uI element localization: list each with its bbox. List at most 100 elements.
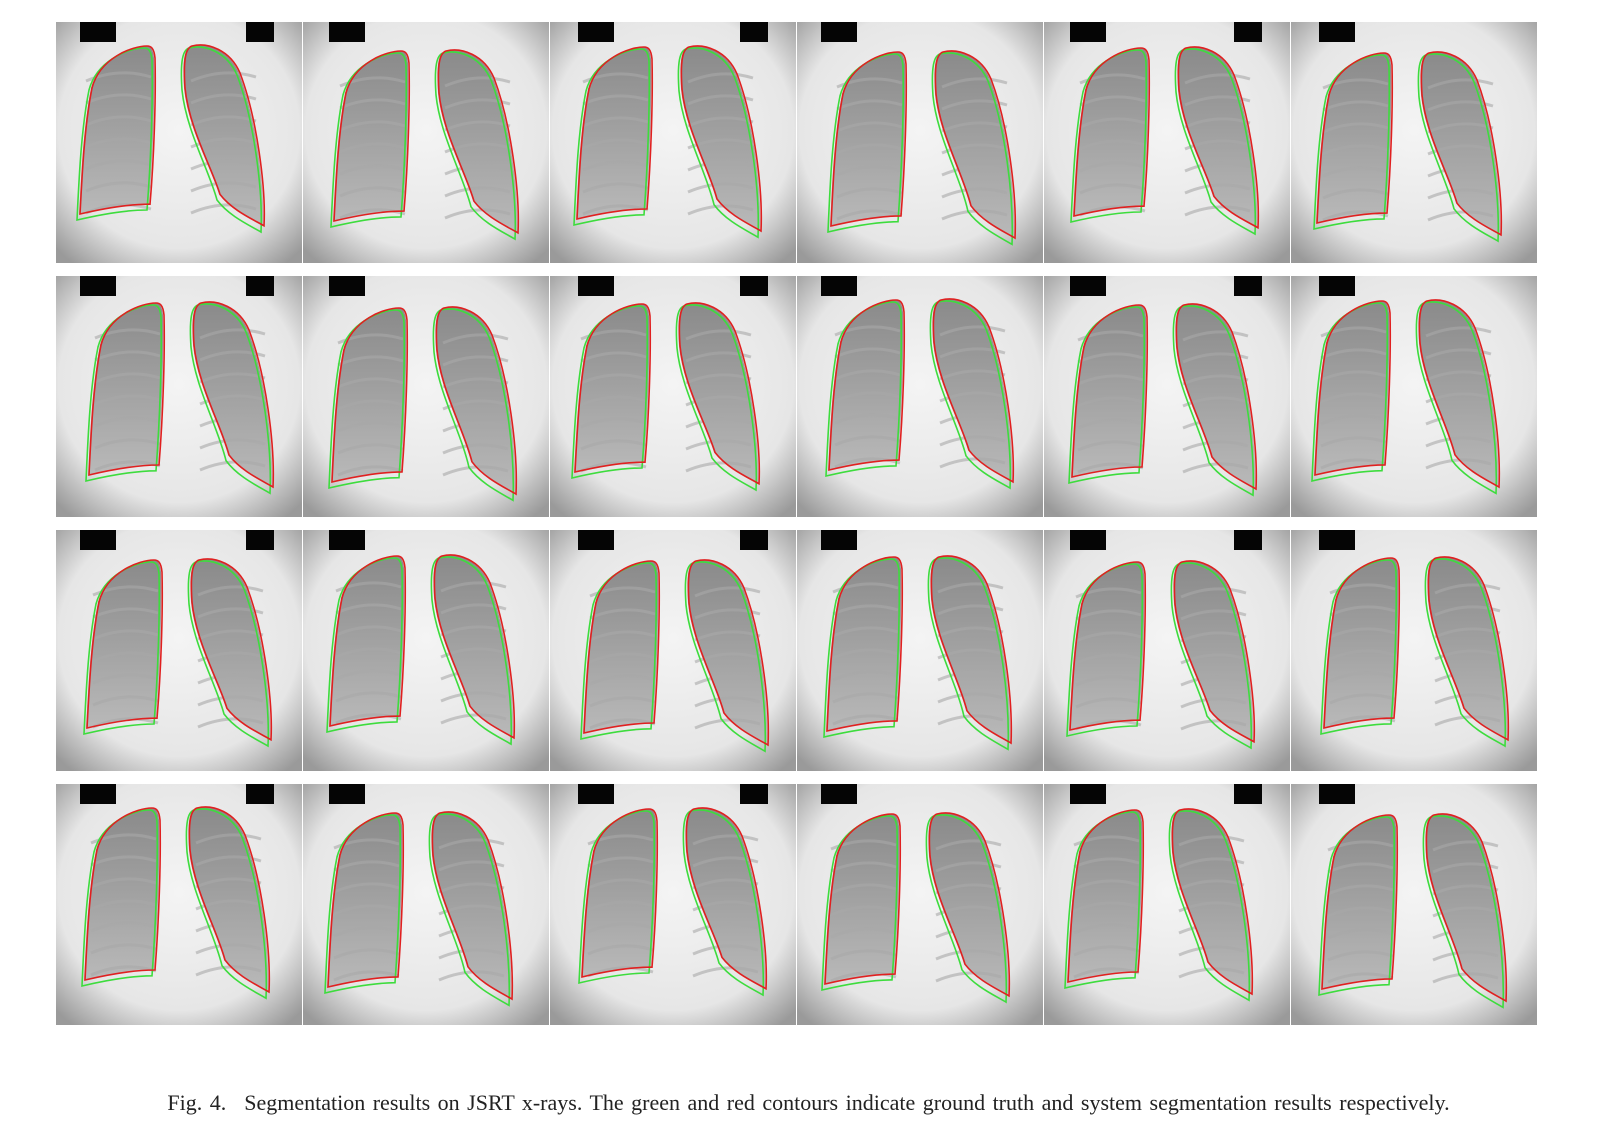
- rib-shadow: [687, 204, 754, 216]
- rib-shadow: [1077, 396, 1144, 408]
- system-contour: [1073, 47, 1151, 218]
- lung-field: [79, 46, 155, 214]
- rib-shadow: [830, 971, 897, 983]
- ground-truth-contour: [428, 813, 511, 1007]
- rib-shadow: [692, 834, 759, 846]
- system-contour: [84, 807, 162, 982]
- rib-shadow: [832, 692, 899, 704]
- xray-tile: [1291, 22, 1537, 263]
- rib-shadow: [199, 416, 266, 428]
- rib-shadow: [195, 965, 262, 977]
- film-marker: [329, 530, 365, 550]
- rib-shadow: [1320, 326, 1387, 338]
- xray-image: [550, 276, 796, 517]
- film-marker: [80, 22, 116, 42]
- system-contour: [824, 813, 902, 986]
- system-contour: [331, 307, 409, 484]
- rib-shadow: [444, 98, 511, 110]
- rib-shadow: [1182, 440, 1249, 452]
- lung-field: [437, 50, 518, 233]
- rib-shadow: [339, 186, 406, 198]
- rib-shadow: [335, 647, 402, 659]
- rib-shadow: [836, 121, 903, 133]
- rib-shadow: [197, 695, 264, 707]
- ground-truth-contour: [573, 48, 651, 227]
- rib-shadow: [1077, 374, 1144, 386]
- rib-shadow: [444, 76, 511, 88]
- ground-truth-contour: [187, 560, 270, 748]
- rib-shadow: [85, 137, 152, 149]
- ground-truth-contour: [677, 47, 760, 239]
- rib-shadow: [1329, 649, 1396, 661]
- system-contour: [1427, 556, 1510, 742]
- rib-shadow: [692, 856, 759, 868]
- system-contour: [1171, 808, 1254, 996]
- rib-shadow: [444, 186, 511, 198]
- rib-shadow: [589, 586, 656, 598]
- rib-shadow: [1329, 583, 1396, 595]
- ground-truth-contour: [578, 810, 656, 985]
- xray-image: [56, 784, 302, 1025]
- xray-image: [56, 530, 302, 771]
- rib-shadow: [1322, 144, 1389, 156]
- system-contour: [581, 808, 659, 979]
- lung-field: [678, 303, 759, 484]
- system-contour: [1175, 303, 1258, 491]
- rib-shadow: [1079, 73, 1146, 85]
- film-marker: [329, 784, 365, 804]
- ground-truth-contour: [324, 814, 402, 995]
- system-contour: [1067, 809, 1145, 984]
- ground-truth-contour: [1424, 558, 1507, 748]
- film-marker: [821, 530, 857, 550]
- rib-shadow: [939, 347, 1006, 359]
- rib-shadow: [1327, 840, 1394, 852]
- rib-shadow: [199, 438, 266, 450]
- rib-shadow: [1434, 693, 1501, 705]
- rib-shadow: [197, 585, 264, 597]
- rib-shadow: [589, 652, 656, 664]
- figure-grid: [56, 22, 1590, 1062]
- system-contour: [188, 806, 271, 994]
- system-contour: [1418, 299, 1501, 489]
- rib-shadow: [685, 439, 752, 451]
- ground-truth-contour: [189, 303, 272, 495]
- xray-image: [550, 530, 796, 771]
- rib-shadow: [935, 839, 1002, 851]
- xray-tile: [303, 784, 549, 1025]
- rib-shadow: [582, 94, 649, 106]
- rib-shadow: [935, 927, 1002, 939]
- rib-shadow: [1322, 100, 1389, 112]
- xray-tile: [797, 784, 1043, 1025]
- ground-truth-contour: [684, 561, 767, 753]
- system-contour: [431, 811, 514, 1001]
- rib-shadow: [92, 607, 159, 619]
- xray-image: [303, 530, 549, 771]
- xray-tile: [56, 784, 302, 1025]
- xray-tile: [550, 22, 796, 263]
- rib-shadow: [941, 187, 1008, 199]
- rib-shadow: [1434, 583, 1501, 595]
- system-contour: [88, 302, 166, 477]
- rib-shadow: [333, 948, 400, 960]
- caption-text: Segmentation results on JSRT x-rays. The…: [244, 1090, 1450, 1115]
- lung-field: [88, 303, 164, 475]
- rib-shadow: [438, 860, 505, 872]
- rib-shadow: [694, 674, 761, 686]
- rib-shadow: [94, 416, 161, 428]
- rib-shadow: [337, 377, 404, 389]
- rib-shadow: [1184, 183, 1251, 195]
- rib-shadow: [438, 926, 505, 938]
- rib-shadow: [830, 861, 897, 873]
- rib-shadow: [1327, 972, 1394, 984]
- system-contour: [932, 298, 1015, 484]
- ground-truth-contour: [929, 300, 1012, 490]
- rib-shadow: [337, 333, 404, 345]
- rib-shadow: [685, 351, 752, 363]
- rib-shadow: [442, 443, 509, 455]
- rib-shadow: [832, 582, 899, 594]
- rib-shadow: [335, 581, 402, 593]
- lung-field: [581, 809, 657, 977]
- system-contour: [433, 554, 516, 740]
- rib-shadow: [1329, 671, 1396, 683]
- rib-shadow: [1184, 161, 1251, 173]
